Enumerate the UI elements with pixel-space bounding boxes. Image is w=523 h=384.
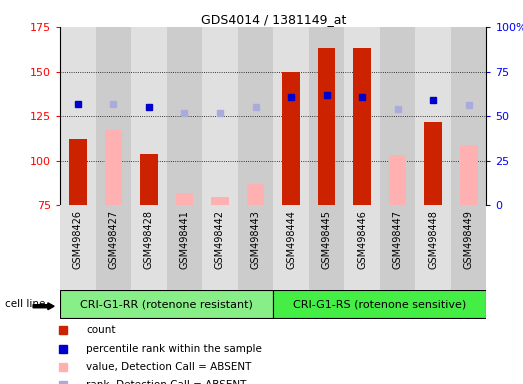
Bar <box>60 27 96 205</box>
Bar <box>309 205 344 290</box>
Text: GSM498428: GSM498428 <box>144 210 154 269</box>
Bar <box>105 131 122 205</box>
Bar <box>415 27 451 205</box>
Text: CRI-G1-RS (rotenone sensitive): CRI-G1-RS (rotenone sensitive) <box>293 299 467 310</box>
FancyBboxPatch shape <box>273 291 486 318</box>
Bar <box>60 205 96 290</box>
Bar <box>96 27 131 205</box>
Text: GSM498449: GSM498449 <box>463 210 474 268</box>
Text: GSM498426: GSM498426 <box>73 210 83 269</box>
Bar <box>424 121 442 205</box>
Bar <box>380 205 415 290</box>
Bar <box>131 27 167 205</box>
Bar <box>202 205 238 290</box>
Text: count: count <box>86 326 116 336</box>
Bar <box>317 48 335 205</box>
Text: GSM498448: GSM498448 <box>428 210 438 268</box>
Text: GSM498445: GSM498445 <box>322 210 332 269</box>
Bar <box>69 139 87 205</box>
Bar <box>247 184 265 205</box>
Bar <box>202 27 238 205</box>
Bar <box>309 27 344 205</box>
Bar <box>211 197 229 205</box>
Bar <box>344 27 380 205</box>
Text: value, Detection Call = ABSENT: value, Detection Call = ABSENT <box>86 362 252 372</box>
Bar <box>415 205 451 290</box>
Text: percentile rank within the sample: percentile rank within the sample <box>86 344 262 354</box>
Text: GSM498442: GSM498442 <box>215 210 225 269</box>
Text: CRI-G1-RR (rotenone resistant): CRI-G1-RR (rotenone resistant) <box>80 299 253 310</box>
Bar <box>353 48 371 205</box>
Bar <box>131 205 167 290</box>
Bar <box>176 193 194 205</box>
FancyBboxPatch shape <box>60 291 273 318</box>
Bar <box>344 205 380 290</box>
Text: GSM498443: GSM498443 <box>251 210 260 268</box>
Text: rank, Detection Call = ABSENT: rank, Detection Call = ABSENT <box>86 380 247 384</box>
Text: GSM498446: GSM498446 <box>357 210 367 268</box>
Bar <box>380 27 415 205</box>
Bar <box>238 27 273 205</box>
Bar <box>140 154 158 205</box>
Title: GDS4014 / 1381149_at: GDS4014 / 1381149_at <box>201 13 346 26</box>
Bar <box>167 27 202 205</box>
Bar <box>273 205 309 290</box>
Bar <box>167 205 202 290</box>
Text: GSM498444: GSM498444 <box>286 210 296 268</box>
Text: cell line: cell line <box>5 299 46 310</box>
Text: GSM498447: GSM498447 <box>393 210 403 269</box>
Bar <box>451 27 486 205</box>
Bar <box>460 145 477 205</box>
Bar <box>238 205 273 290</box>
Text: GSM498427: GSM498427 <box>108 210 118 269</box>
Text: GSM498441: GSM498441 <box>179 210 189 268</box>
Bar <box>273 27 309 205</box>
Bar <box>96 205 131 290</box>
Bar <box>451 205 486 290</box>
Bar <box>282 71 300 205</box>
Bar <box>389 156 406 205</box>
